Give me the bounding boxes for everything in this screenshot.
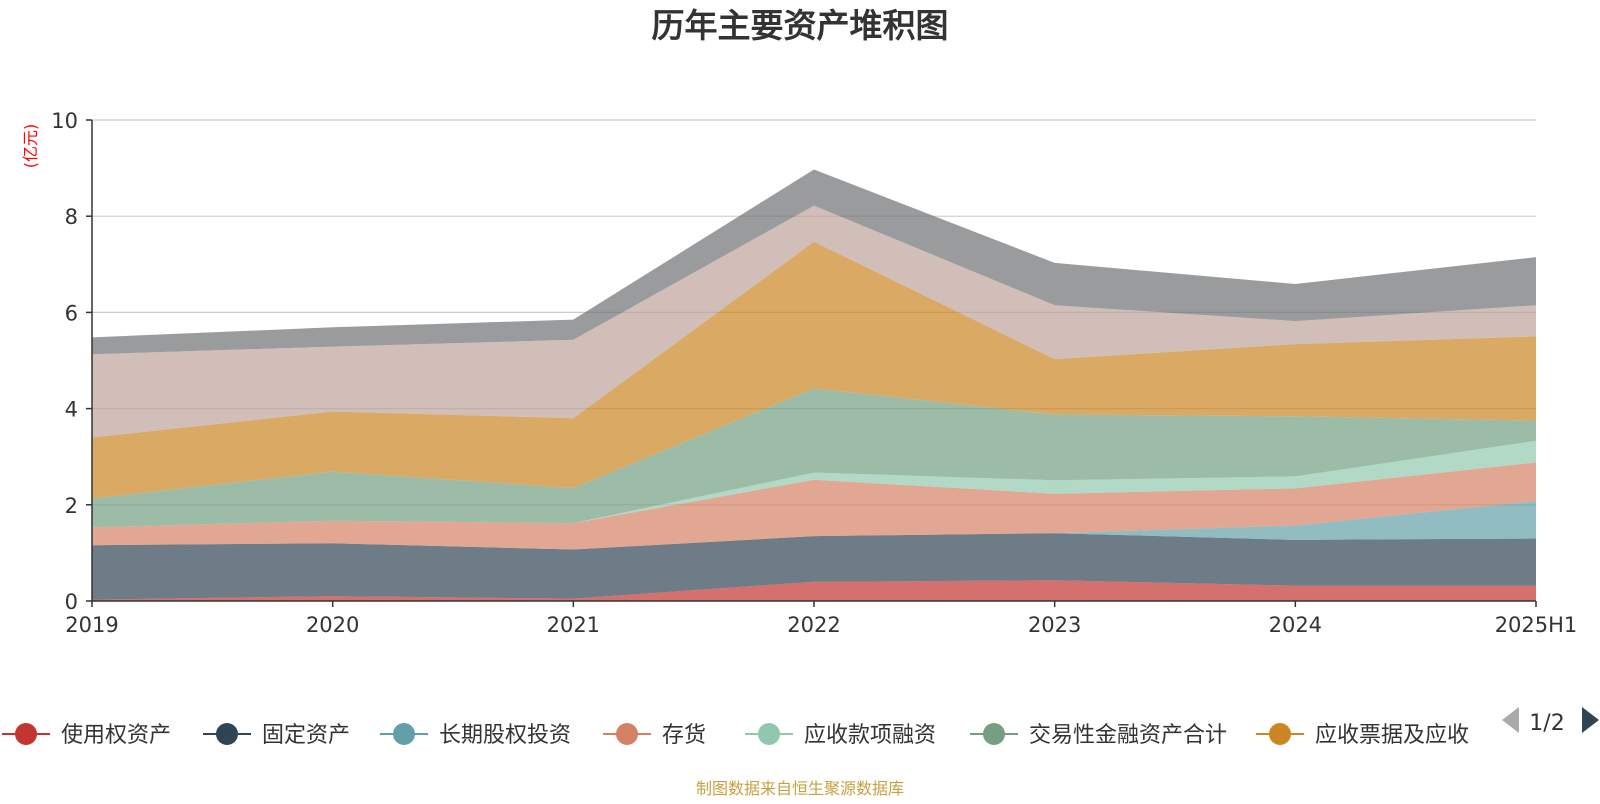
- x-tick-label: 2022: [787, 613, 840, 637]
- x-tick-label: 2020: [306, 613, 359, 637]
- data-source-note: 制图数据来自恒生聚源数据库: [696, 779, 904, 798]
- y-tick-label: 6: [65, 301, 78, 325]
- area-固定资产: [92, 533, 1536, 600]
- legend-circle-icon: [758, 723, 780, 745]
- y-tick-label: 0: [65, 590, 78, 614]
- area-应收款项融资: [92, 440, 1536, 528]
- area-series-group: [92, 169, 1536, 601]
- pager-next-arrow-icon[interactable]: [1582, 707, 1599, 733]
- x-tick-label: 2024: [1269, 613, 1322, 637]
- area-交易性金融资产合计: [92, 388, 1536, 528]
- legend-item-应收票据及应收[interactable]: 应收票据及应收: [1256, 723, 1469, 748]
- legend-label: 固定资产: [262, 723, 350, 748]
- chart-title: 历年主要资产堆积图: [652, 6, 949, 45]
- legend-item-使用权资产[interactable]: 使用权资产: [2, 723, 171, 748]
- legend-pager: 1/2: [1502, 707, 1599, 736]
- legend-circle-icon: [393, 723, 415, 745]
- area-应收票据及应收: [92, 241, 1536, 499]
- area-series-9: [92, 169, 1536, 355]
- y-tick-label: 8: [65, 205, 78, 229]
- x-tick-label: 2025H1: [1495, 613, 1578, 637]
- y-tick-label: 2: [65, 494, 78, 518]
- x-tick-label: 2021: [547, 613, 600, 637]
- legend-item-应收款项融资[interactable]: 应收款项融资: [745, 723, 936, 748]
- legend-circle-icon: [1269, 723, 1291, 745]
- legend-label: 应收款项融资: [804, 723, 936, 748]
- pager-page-indicator: 1/2: [1529, 711, 1564, 736]
- legend-circle-icon: [15, 723, 37, 745]
- axes: 0 2 4 6 8 10 2019 2020 2021 2022 2023 2024 2025H1: [51, 109, 1577, 637]
- legend-item-长期股权投资[interactable]: 长期股权投资: [380, 723, 571, 748]
- x-tick-label: 2023: [1028, 613, 1081, 637]
- y-tick-label: 10: [51, 109, 78, 133]
- legend-circle-icon: [216, 723, 238, 745]
- legend-circle-icon: [616, 723, 638, 745]
- legend-item-交易性金融资产合计[interactable]: 交易性金融资产合计: [970, 723, 1227, 748]
- y-tick-label: 4: [65, 398, 78, 422]
- area-series-8: [92, 205, 1536, 438]
- legend-label: 长期股权投资: [439, 723, 571, 748]
- legend-circle-icon: [983, 723, 1005, 745]
- legend-label: 存货: [662, 723, 706, 748]
- pager-prev-arrow-icon[interactable]: [1502, 707, 1519, 733]
- y-axis-unit-label: (亿元): [21, 124, 40, 169]
- legend: 使用权资产 固定资产 长期股权投资 存货 应收款项融资 交易性金融资产合计 应收票据及应收: [2, 723, 1469, 748]
- legend-item-固定资产[interactable]: 固定资产: [203, 723, 350, 748]
- legend-label: 使用权资产: [61, 723, 171, 748]
- legend-item-存货[interactable]: 存货: [603, 723, 706, 748]
- legend-label: 交易性金融资产合计: [1029, 723, 1227, 748]
- x-tick-label: 2019: [65, 613, 118, 637]
- area-使用权资产: [92, 580, 1536, 601]
- area-存货: [92, 462, 1536, 550]
- legend-label: 应收票据及应收: [1315, 723, 1469, 748]
